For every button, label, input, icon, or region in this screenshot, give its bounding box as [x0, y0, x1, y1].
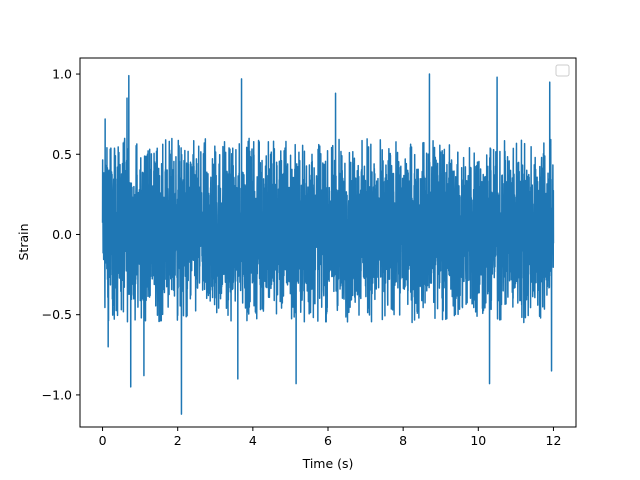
y-tick-label: 0.0 — [52, 227, 72, 242]
x-axis: 0 2 4 6 8 10 12 — [99, 427, 562, 448]
y-tick-label: 0.5 — [52, 147, 72, 162]
x-tick-label: 2 — [174, 433, 182, 448]
y-tick-label: −1.0 — [42, 387, 72, 402]
y-axis: −1.0 −0.5 0.0 0.5 1.0 — [42, 67, 80, 402]
strain-series-line — [101, 73, 555, 415]
x-tick-label: 10 — [470, 433, 486, 448]
x-tick-label: 6 — [324, 433, 332, 448]
legend-box — [555, 64, 570, 77]
x-tick-label: 8 — [399, 433, 407, 448]
x-tick-label: 0 — [99, 433, 107, 448]
x-axis-label: Time (s) — [302, 456, 354, 471]
x-tick-label: 4 — [249, 433, 257, 448]
x-tick-label: 12 — [546, 433, 562, 448]
series-layer — [101, 73, 555, 415]
y-tick-label: −0.5 — [42, 307, 72, 322]
y-tick-label: 1.0 — [52, 67, 72, 82]
y-axis-label: Strain — [16, 223, 31, 260]
